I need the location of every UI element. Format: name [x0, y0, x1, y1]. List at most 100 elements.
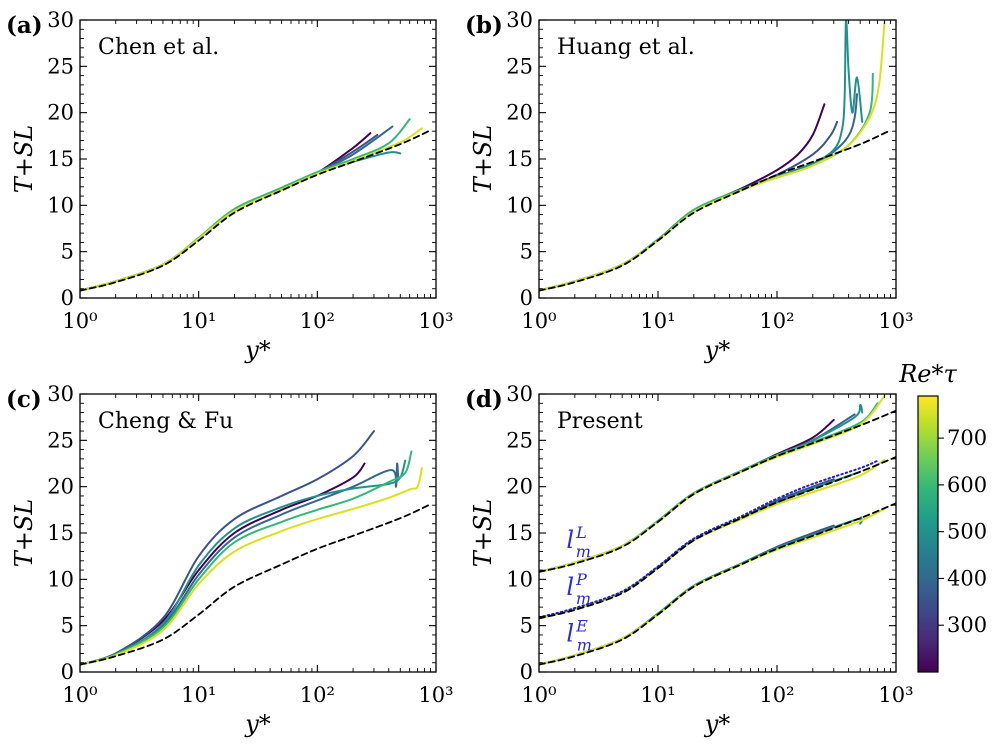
y-tick-label: 30	[506, 8, 533, 32]
y-tick-label: 20	[47, 101, 74, 125]
panel-title: Cheng & Fu	[98, 409, 233, 434]
mixing-length-sup: E	[575, 616, 588, 635]
series-line-4	[80, 450, 413, 666]
y-tick-label: 5	[520, 240, 533, 264]
colorbar-tick-label: 700	[947, 426, 987, 450]
x-tick-label: 10⁰	[521, 683, 556, 707]
y-tick-label: 20	[506, 101, 533, 125]
x-tick-label: 10²	[300, 683, 335, 707]
x-tick-label: 10¹	[181, 683, 216, 707]
mixing-length-sub: m	[577, 635, 592, 654]
y-tick-label: 10	[47, 193, 74, 217]
mixing-length-sub: m	[576, 589, 591, 608]
panel-d: 10⁰ 10¹ 10² 10³ 0 5 10 15 20 25 30 y* T+SL (d) Present…	[465, 382, 914, 738]
series-line-lmP-3	[539, 459, 879, 619]
mixing-length-sup: P	[575, 570, 587, 589]
series-group	[80, 118, 432, 292]
colorbar-tick-label: 400	[947, 566, 987, 590]
series-line-6	[539, 129, 892, 292]
mixing-length-sup: L	[575, 523, 587, 542]
y-tick-label: 25	[506, 54, 533, 78]
colorbar-frame	[917, 395, 939, 673]
x-axis-label: y*	[704, 336, 731, 364]
y-tick-label: 30	[47, 382, 74, 406]
x-tick-label: 10¹	[640, 309, 675, 333]
colorbar-gradient	[918, 396, 938, 672]
y-tick-label: 5	[61, 240, 74, 264]
x-tick-label: 10⁰	[521, 309, 556, 333]
y-tick-label: 20	[506, 475, 533, 499]
mixing-length-symbol: l	[566, 573, 574, 601]
y-tick-label: 15	[47, 521, 74, 545]
axes-frame	[79, 19, 437, 299]
series-line-3	[80, 459, 407, 666]
series-line-1	[80, 430, 375, 666]
x-tick-label: 10⁰	[62, 683, 97, 707]
series-group	[80, 430, 432, 666]
x-tick-label: 10¹	[181, 309, 216, 333]
panel-title: Chen et al.	[98, 35, 219, 60]
y-axis-label: T+SL	[10, 125, 38, 194]
series-line-5	[539, 20, 886, 292]
series-line-lmL-5	[539, 409, 896, 573]
axes-frame	[538, 393, 897, 673]
x-tick-label: 10³	[878, 683, 913, 707]
series-line-0	[80, 132, 372, 292]
colorbar-tick-label: 600	[947, 473, 987, 497]
y-tick-label: 5	[61, 614, 74, 638]
x-axis-label: y*	[244, 710, 271, 738]
y-tick-label: 20	[47, 475, 74, 499]
x-axis-label: y*	[704, 710, 731, 738]
y-axis-label: T+SL	[469, 125, 497, 194]
y-tick-label: 30	[506, 382, 533, 406]
series-line-3	[80, 151, 402, 292]
series-line-6	[80, 129, 432, 292]
series-line-5	[80, 467, 423, 666]
axes-frame	[538, 19, 897, 299]
y-tick-label: 25	[47, 54, 74, 78]
panel-label: (a)	[6, 12, 43, 39]
panel-label: (c)	[6, 386, 42, 413]
panel-title: Huang et al.	[557, 35, 695, 60]
x-tick-label: 10¹	[640, 683, 675, 707]
y-tick-label: 0	[520, 660, 533, 684]
series-group	[539, 394, 896, 666]
series-line-1	[539, 120, 839, 292]
series-line-2	[539, 93, 858, 292]
series-line-0	[80, 462, 366, 666]
x-tick-label: 10³	[418, 309, 453, 333]
y-tick-label: 25	[47, 428, 74, 452]
x-tick-label: 10²	[759, 309, 794, 333]
y-tick-label: 15	[506, 147, 533, 171]
x-axis-label: y*	[244, 336, 271, 364]
series-line-lmP-4	[539, 456, 896, 620]
x-tick-label: 10²	[300, 309, 335, 333]
colorbar-label: Re*τ	[898, 360, 957, 388]
x-tick-label: 10²	[759, 683, 794, 707]
panel-a: 10⁰ 10¹ 10² 10³ 0 5 10 15 20 25 30 y* T+SL (a) Chen et…	[6, 8, 454, 364]
x-tick-label: 10⁰	[62, 309, 97, 333]
x-tick-label: 10³	[878, 309, 913, 333]
series-line-5	[80, 127, 423, 292]
y-tick-label: 5	[520, 614, 533, 638]
y-tick-label: 0	[61, 660, 74, 684]
y-axis-label: T+SL	[10, 499, 38, 568]
series-line-2	[80, 462, 400, 666]
axes-frame	[79, 393, 437, 673]
y-tick-label: 15	[47, 147, 74, 171]
panel-label: (b)	[465, 12, 503, 39]
mixing-length-symbol: l	[566, 526, 574, 554]
y-tick-label: 15	[506, 521, 533, 545]
series-line-0	[539, 103, 826, 292]
mixing-length-symbol: l	[566, 619, 574, 647]
mixing-length-sub: m	[576, 542, 591, 561]
series-line-3	[539, 20, 864, 292]
y-tick-label: 25	[506, 428, 533, 452]
y-tick-label: 0	[520, 286, 533, 310]
y-axis-label: T+SL	[469, 499, 497, 568]
series-group	[539, 20, 892, 292]
colorbar-tick-label: 300	[947, 613, 987, 637]
